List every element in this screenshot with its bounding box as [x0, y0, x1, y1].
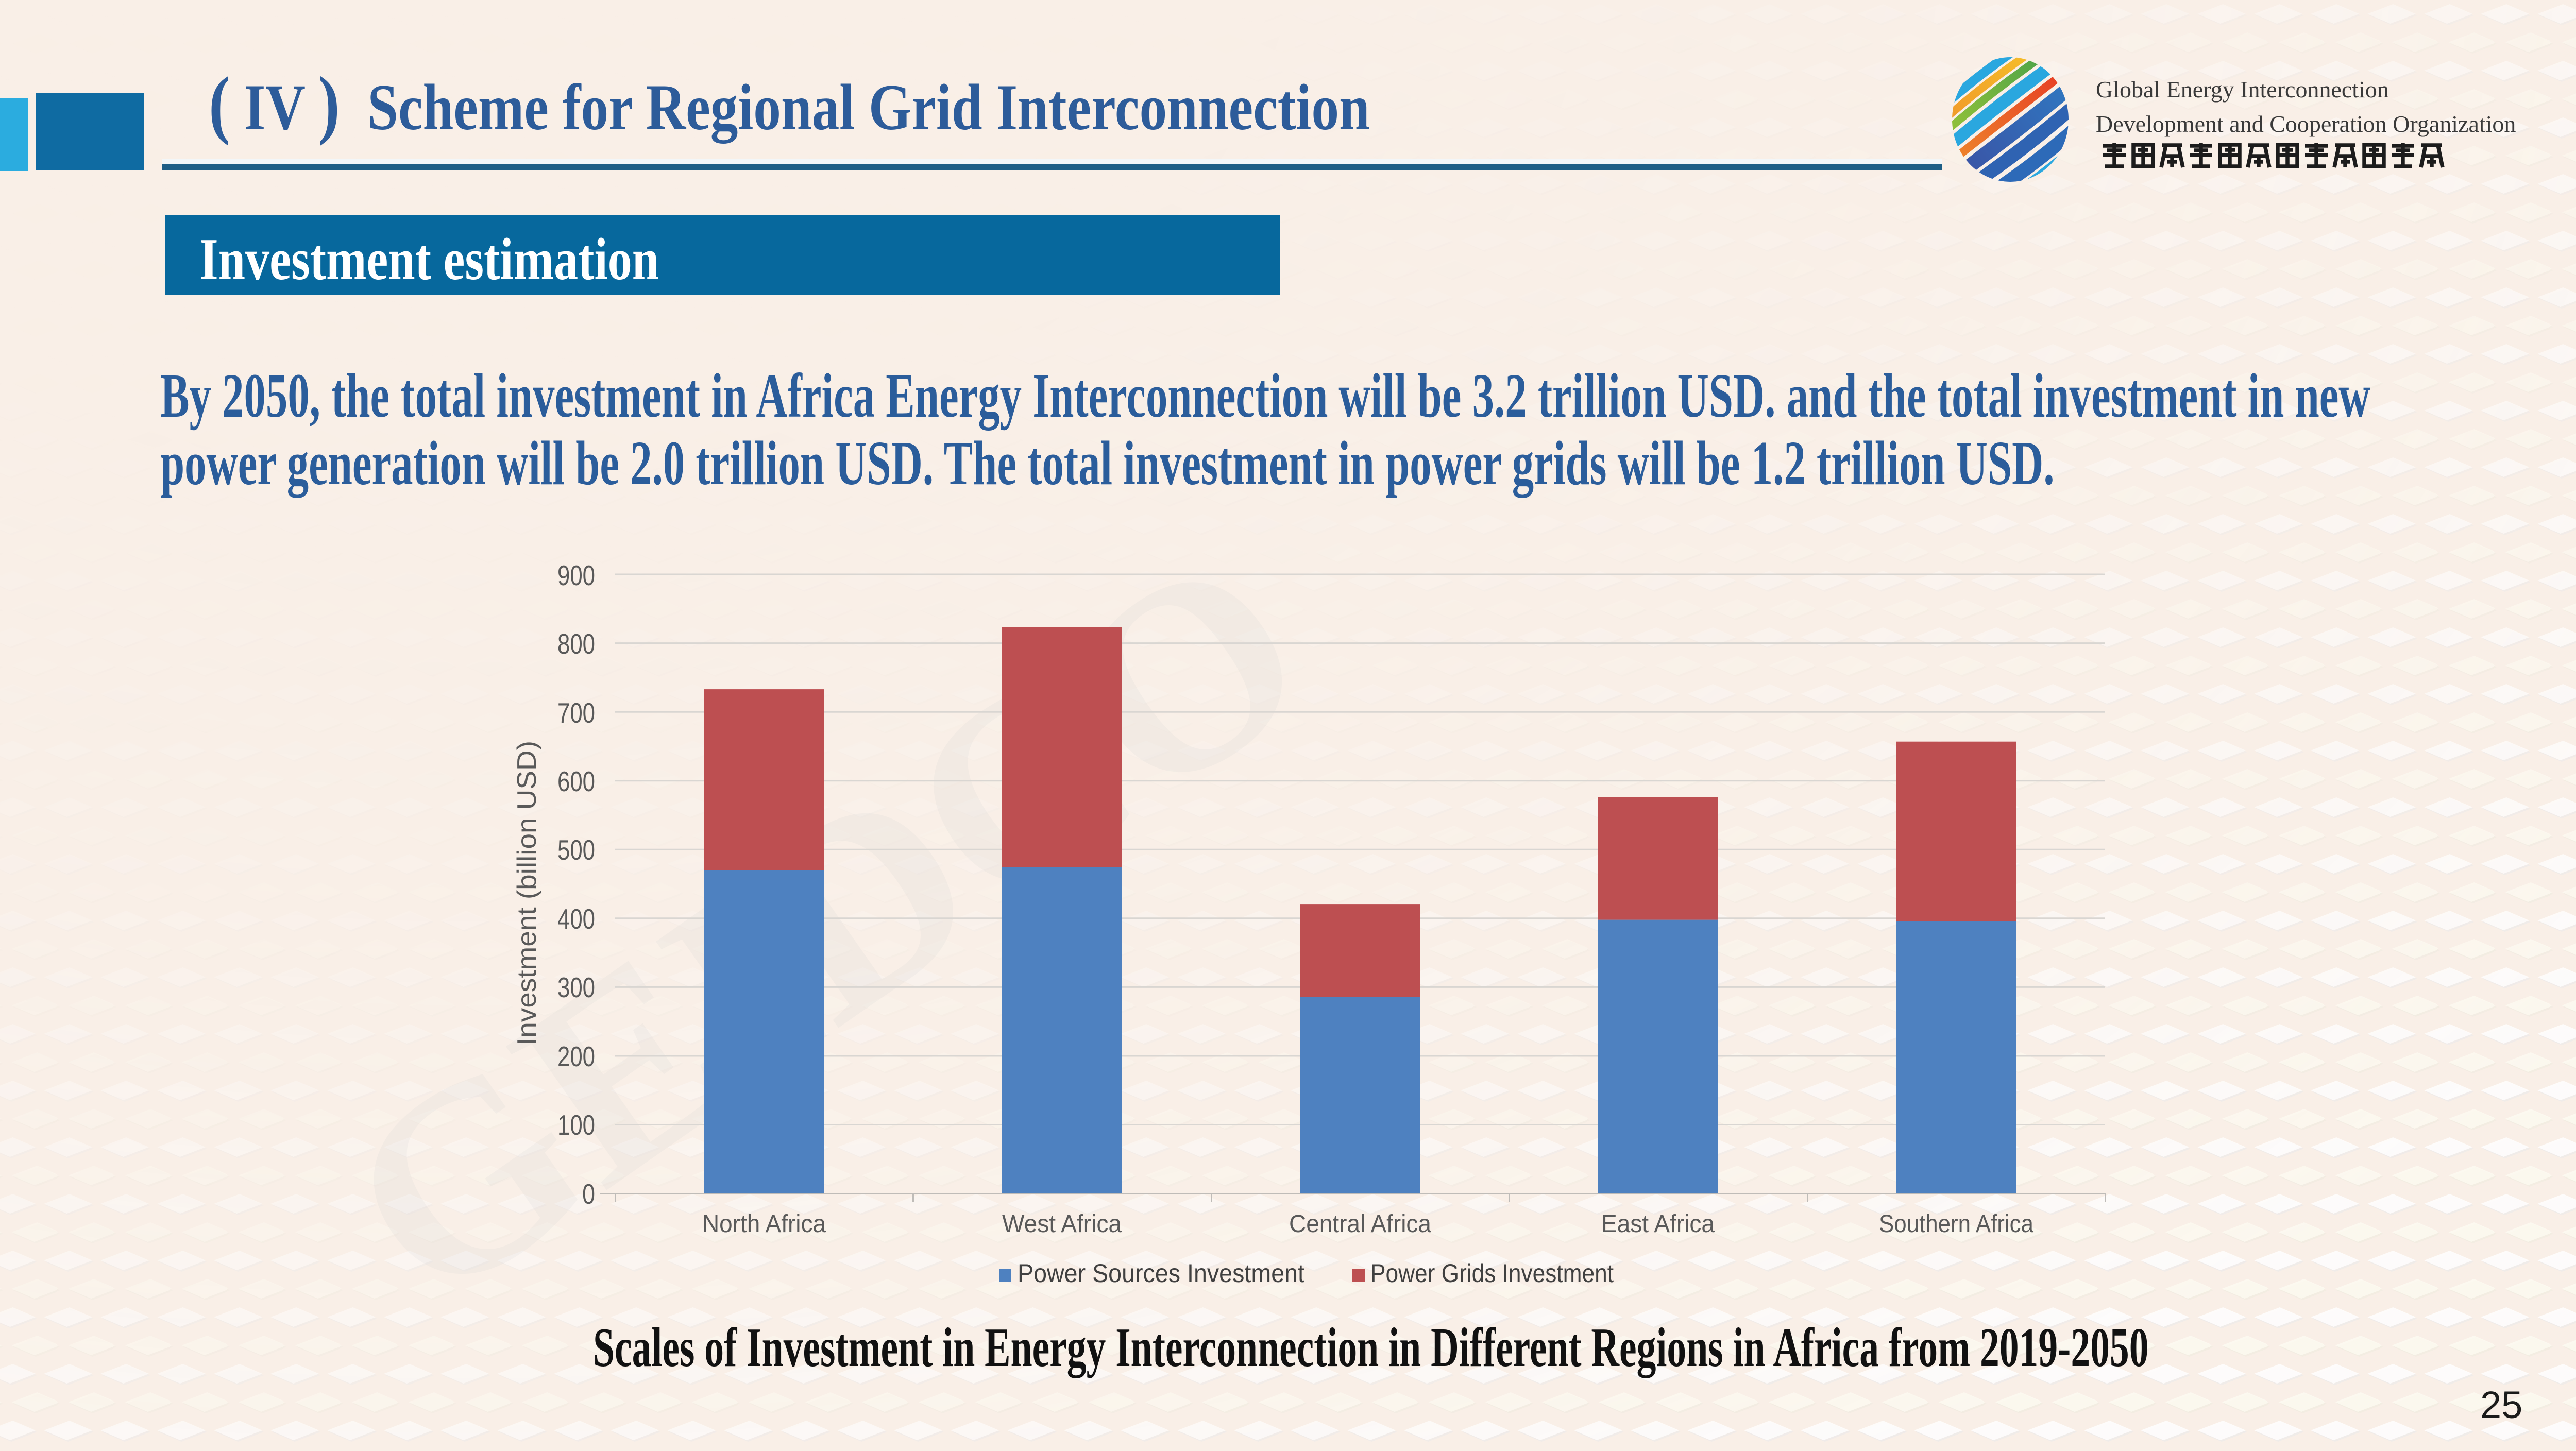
svg-text:700: 700 — [557, 697, 595, 729]
svg-text:Southern Africa: Southern Africa — [1879, 1210, 2033, 1238]
svg-text:West Africa: West Africa — [1002, 1210, 1122, 1238]
svg-text:Central Africa: Central Africa — [1289, 1210, 1431, 1238]
svg-text:Power Grids Investment: Power Grids Investment — [1370, 1259, 1614, 1288]
svg-text:500: 500 — [557, 834, 595, 866]
svg-text:North Africa: North Africa — [702, 1210, 826, 1238]
svg-text:0: 0 — [582, 1178, 595, 1210]
svg-text:200: 200 — [557, 1040, 595, 1072]
svg-text:400: 400 — [557, 903, 595, 935]
svg-text:Power Sources Investment: Power Sources Investment — [1018, 1259, 1304, 1288]
svg-text:100: 100 — [557, 1109, 595, 1141]
svg-text:Investment (billion USD): Investment (billion USD) — [512, 741, 542, 1046]
svg-text:300: 300 — [557, 971, 595, 1003]
svg-text:800: 800 — [557, 628, 595, 660]
svg-text:600: 600 — [557, 765, 595, 797]
svg-text:900: 900 — [557, 559, 595, 591]
svg-text:East Africa: East Africa — [1601, 1210, 1715, 1238]
